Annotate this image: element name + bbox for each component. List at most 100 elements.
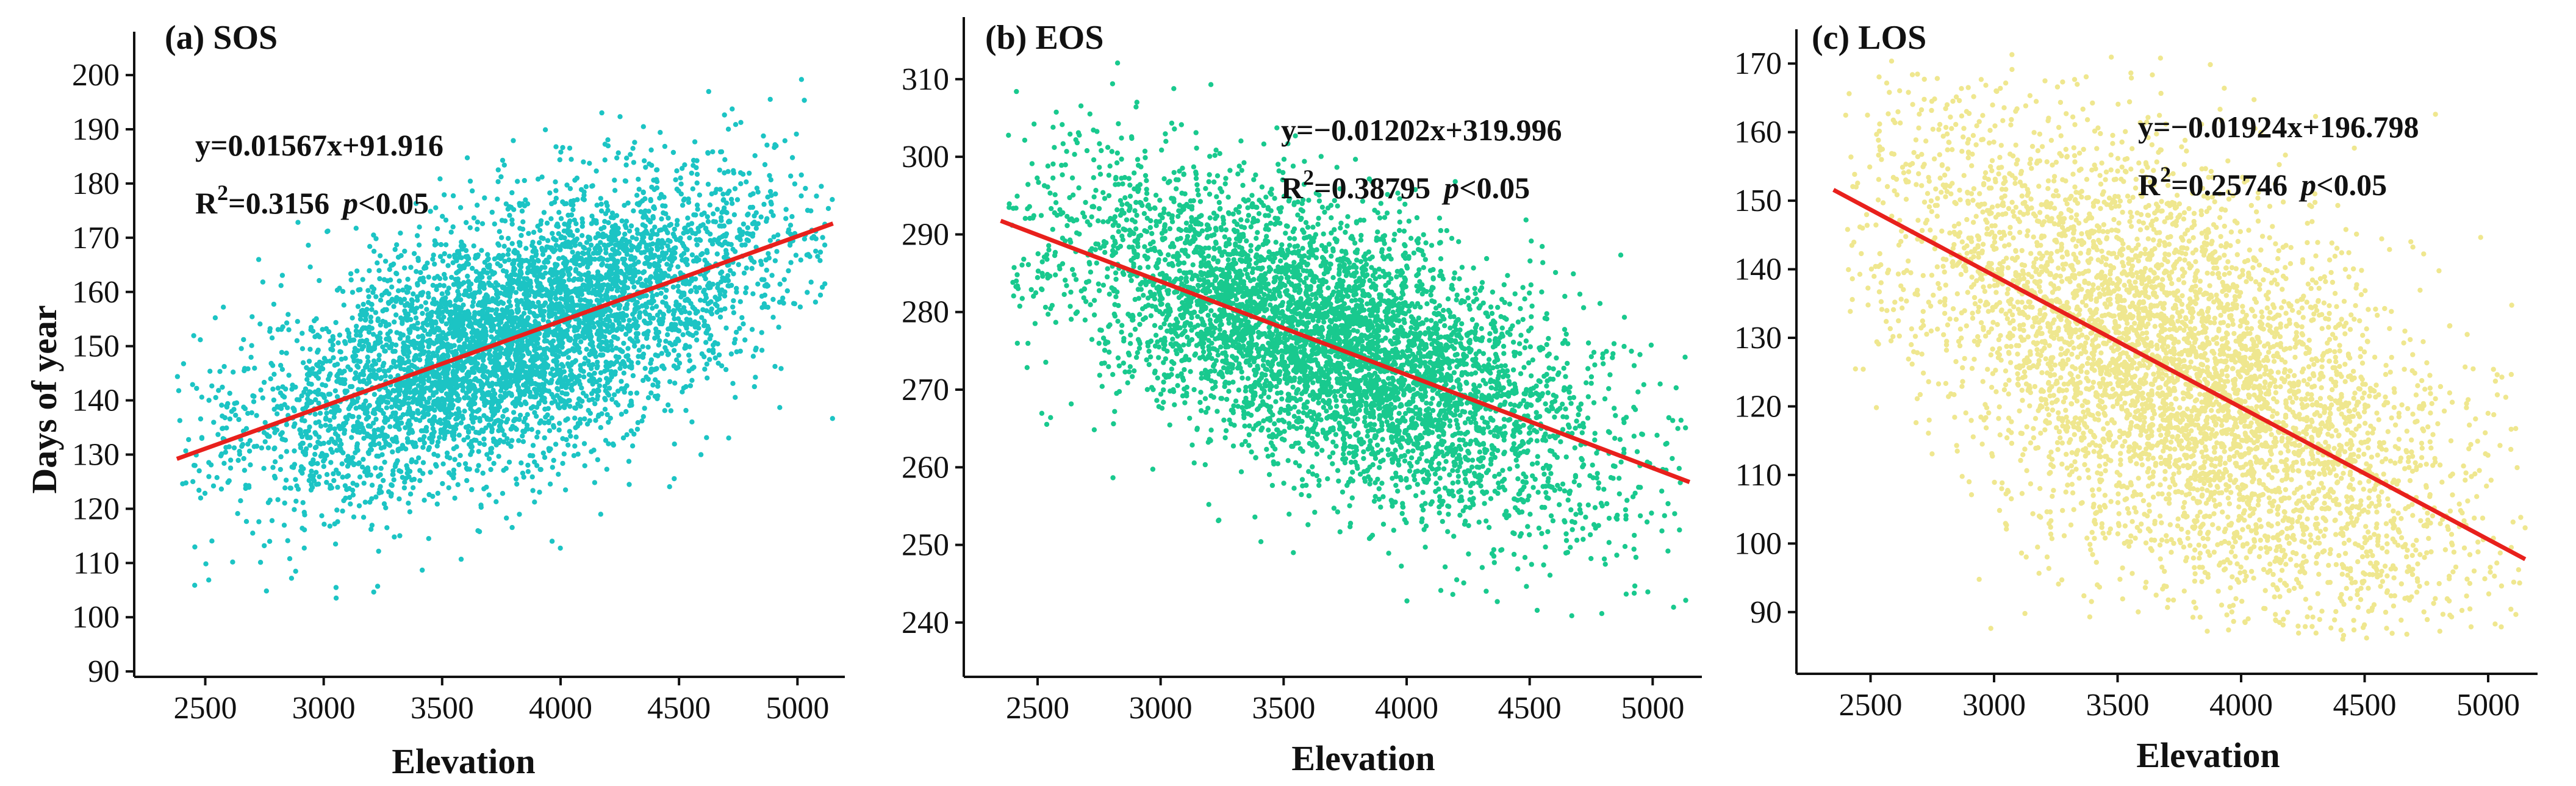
panel-a-point xyxy=(656,227,662,233)
panel-a-point xyxy=(525,412,530,417)
panel-a-point xyxy=(479,396,485,401)
panel-a-point xyxy=(470,420,476,425)
panel-a-point xyxy=(354,363,360,369)
panel-a-point xyxy=(317,369,322,375)
panel-a-point xyxy=(247,438,253,443)
panel-a-point xyxy=(733,329,739,335)
panel-a-point xyxy=(605,207,611,213)
panel-a-point xyxy=(702,366,708,372)
panel-a-point xyxy=(648,315,653,321)
panel-a-point xyxy=(432,319,439,324)
panel-a-point xyxy=(396,278,402,284)
panel-a-point xyxy=(495,196,500,202)
panel-a-point xyxy=(567,404,573,409)
panel-a-point xyxy=(350,492,356,498)
panel-a-point xyxy=(365,299,371,305)
panel-a-point xyxy=(415,401,420,407)
panel-a-point xyxy=(723,248,729,253)
panel-a-point xyxy=(581,159,586,165)
panel-a-point xyxy=(600,261,605,266)
panel-a-point xyxy=(626,364,633,370)
panel-a-point xyxy=(496,428,501,434)
panel-a-point xyxy=(508,309,514,315)
panel-a-point xyxy=(417,357,423,363)
panel-a-point xyxy=(680,389,685,395)
panel-a-point xyxy=(534,313,540,319)
panel-a-point xyxy=(223,449,228,455)
panel-a-point xyxy=(623,246,630,251)
panel-a-point xyxy=(730,106,735,112)
panel-a-point xyxy=(646,209,651,214)
panel-a-point xyxy=(389,296,395,302)
panel-a-point xyxy=(565,348,571,354)
panel-a-point xyxy=(267,538,273,544)
panel-a-point xyxy=(628,152,633,157)
panel-a-point xyxy=(609,210,615,216)
panel-a-point xyxy=(259,445,265,451)
panel-a-point xyxy=(356,503,362,509)
panel-a-point xyxy=(529,427,534,432)
panel-a-point xyxy=(694,171,700,177)
panel-a-point xyxy=(682,162,687,168)
panel-a-point xyxy=(429,439,435,445)
panel-a-point xyxy=(436,386,441,391)
panel-a-point xyxy=(354,323,359,329)
panel-a-point xyxy=(300,470,305,476)
panel-a-point xyxy=(581,369,586,374)
panel-a-point xyxy=(376,548,381,554)
panel-a-point xyxy=(667,484,672,490)
panel-a-point xyxy=(335,362,340,367)
panel-a-point xyxy=(348,367,353,373)
panel-a-point xyxy=(703,292,708,298)
panel-a-point xyxy=(284,449,290,454)
panel-a-point xyxy=(642,196,648,202)
panel-a-point xyxy=(567,290,572,295)
panel-a-point xyxy=(374,374,379,380)
panel-a-point xyxy=(523,291,528,296)
panel-a-point xyxy=(691,212,697,218)
panel-a-point xyxy=(598,201,604,207)
panel-a-point xyxy=(572,415,578,421)
panel-a-point xyxy=(339,461,345,466)
panel-a-point xyxy=(314,482,320,487)
panel-a-point xyxy=(717,187,723,192)
panel-a-point xyxy=(274,404,280,409)
panel-a-point xyxy=(417,418,423,423)
panel-a-point xyxy=(594,396,600,402)
panel-a-point xyxy=(458,420,464,426)
panel-a-point xyxy=(591,287,597,293)
panel-a-point xyxy=(365,423,371,429)
panel-a-point xyxy=(426,385,432,391)
panel-a-point xyxy=(495,179,501,185)
panel-a-point xyxy=(432,407,437,413)
panel-a-point xyxy=(535,176,541,182)
panel-a-point xyxy=(590,183,595,188)
panel-a-point xyxy=(396,389,402,395)
panel-a-point xyxy=(648,247,655,252)
panel-a-point xyxy=(198,337,203,343)
panel-a-point xyxy=(282,437,289,443)
panel-a-point xyxy=(293,498,299,504)
panel-a-point xyxy=(686,352,692,358)
panel-a-point xyxy=(769,209,774,215)
panel-a-point xyxy=(220,426,226,431)
panel-a-point xyxy=(283,477,289,483)
panel-a-point xyxy=(521,474,526,480)
panel-a-point xyxy=(517,512,522,517)
panel-a-point xyxy=(300,360,306,365)
panel-a-point xyxy=(598,425,603,431)
panel-a-point xyxy=(628,428,634,434)
panel-a-point xyxy=(590,251,597,256)
panel-a-point xyxy=(759,293,765,299)
panel-a-point xyxy=(212,315,218,321)
panel-a-point xyxy=(392,319,397,325)
panel-a-point xyxy=(396,406,403,411)
panel-a-point xyxy=(456,462,462,468)
panel-a-point xyxy=(315,332,320,338)
panel-a-point xyxy=(198,495,204,501)
panel-a-point xyxy=(376,268,382,273)
panel-a-point xyxy=(508,303,513,309)
panel-a-point xyxy=(668,408,674,413)
panel-a-point xyxy=(350,290,356,295)
panel-a-point xyxy=(622,389,627,395)
